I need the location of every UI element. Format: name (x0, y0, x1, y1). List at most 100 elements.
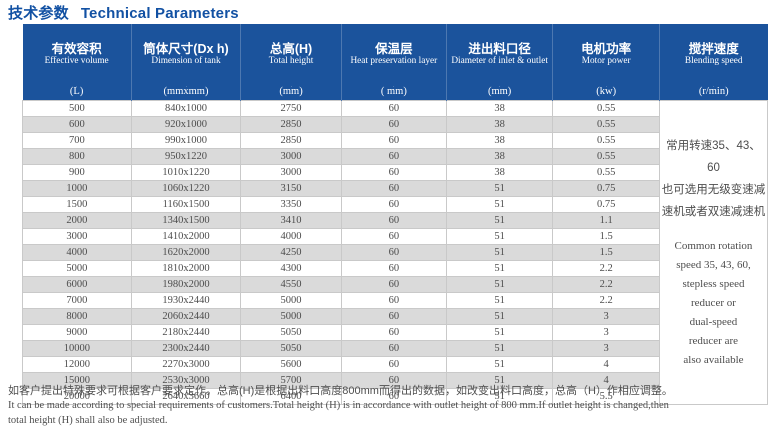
table-row: 600 920x1000 2850 60 38 0.55 (22, 116, 768, 133)
table-cell: 5050 (240, 324, 342, 341)
table-cell: 51 (445, 340, 554, 357)
col-header-unit: (L) (69, 86, 84, 97)
table-cell: 6400 (240, 388, 342, 405)
col-header-en: Total height (268, 56, 314, 66)
table-cell: 60 (340, 180, 447, 197)
table-cell: 3 (552, 308, 660, 325)
table-cell: 10000 (22, 340, 132, 357)
table-cell: 60 (340, 132, 447, 149)
table-header: 有效容积 Effective volume (L) 筒体尺寸(Dx h) Dimen… (22, 21, 768, 101)
table-row: 1500 1160x1500 3350 60 51 0.75 (22, 196, 768, 213)
col-header-effective-volume: 有效容积 Effective volume (L) (22, 21, 132, 101)
col-header-zh: 电机功率 (581, 42, 632, 56)
blending-speed-note-en: Common rotation speed 35, 43, 60, stepless… (674, 240, 753, 366)
table-cell: 3 (552, 324, 660, 341)
table-cell: 60 (340, 148, 447, 165)
page-title-zh: 技术参数 (8, 5, 69, 22)
table-cell: 6000 (22, 276, 132, 293)
table-cell: 3000 (240, 164, 342, 181)
col-header-en: Effective volume (44, 56, 109, 66)
table-cell: 1340x1500 (130, 212, 242, 229)
table-cell: 0.55 (552, 116, 660, 133)
table-cell: 60 (340, 164, 447, 181)
table-cell: 2270x3000 (130, 356, 242, 373)
col-header-unit: (r/min) (698, 86, 729, 97)
table-cell: 2850 (240, 132, 342, 149)
table-cell: 1980x2000 (130, 276, 242, 293)
table-body: 500 840x1000 2750 60 38 0.55 常用转速35、43、60 也可选用无… (22, 100, 769, 405)
table-cell: 4000 (22, 244, 132, 261)
table-cell: 38 (445, 100, 554, 117)
table-cell: 60 (340, 292, 447, 309)
table-row: 20000 2640x3660 6400 60 51 5.5 (22, 388, 768, 405)
table-cell: 2.2 (552, 260, 660, 277)
blending-speed-note-cell: 常用转速35、43、60 也可选用无级变速减 速机或者双速减速机 Common rot… (658, 100, 769, 405)
table-cell: 51 (445, 372, 554, 389)
table-cell: 900 (22, 164, 132, 181)
table-cell: 1810x2000 (130, 260, 242, 277)
table-row: 2000 1340x1500 3410 60 51 1.1 (22, 212, 768, 229)
col-header-zh: 筒体尺寸(Dx h) (143, 42, 229, 56)
blending-speed-note-zh: 常用转速35、43、60 也可选用无级变速减 速机或者双速减速机 (661, 140, 766, 218)
col-header-dimension-of-tank: 筒体尺寸(Dx h) Dimension of tank (mmxmm) (130, 21, 241, 101)
table-cell: 12000 (22, 356, 132, 373)
footnote-en-line2: total height (H) shall also be adjusted. (8, 414, 168, 426)
table-cell: 7000 (22, 292, 132, 309)
col-header-zh: 有效容积 (51, 42, 102, 56)
table-cell: 990x1000 (130, 132, 242, 149)
table-cell: 1.1 (552, 212, 660, 229)
table-cell: 800 (22, 148, 132, 165)
table-row: 9000 2180x2440 5050 60 51 3 (22, 324, 768, 341)
table-cell: 3 (552, 340, 660, 357)
table-cell: 5.5 (552, 388, 660, 405)
col-header-inlet-outlet-diameter: 进出料口径 Diameter of inlet & outlet (mm) (445, 21, 553, 101)
table-cell: 60 (340, 100, 447, 117)
table-cell: 0.55 (552, 164, 660, 181)
table-cell: 60 (340, 388, 447, 405)
table-row: 7000 1930x2440 5000 60 51 2.2 (22, 292, 768, 309)
table-row: 10000 2300x2440 5050 60 51 3 (22, 340, 768, 357)
table-cell: 2750 (240, 100, 342, 117)
footnote-en-line1: It can be made according to special requ… (8, 400, 669, 411)
table-cell: 4 (552, 372, 660, 389)
table-cell: 60 (340, 244, 447, 261)
table-row: 700 990x1000 2850 60 38 0.55 (22, 132, 768, 149)
col-header-en: Blending speed (684, 56, 743, 66)
table-row: 1000 1060x1220 3150 60 51 0.75 (22, 180, 768, 197)
table-cell: 1.5 (552, 228, 660, 245)
table-cell: 920x1000 (130, 116, 242, 133)
col-header-unit: ( mm) (380, 86, 407, 97)
col-header-unit: (mm) (279, 86, 303, 97)
col-header-en: Diameter of inlet & outlet (451, 56, 548, 66)
table-cell: 3000 (240, 148, 342, 165)
table-cell: 5000 (240, 308, 342, 325)
table-cell: 15000 (22, 372, 132, 389)
table-cell: 1060x1220 (130, 180, 242, 197)
table-cell: 3350 (240, 196, 342, 213)
table-cell: 60 (340, 356, 447, 373)
table-row: 4000 1620x2000 4250 60 51 1.5 (22, 244, 768, 261)
footnote-zh: 如客户提出特殊要求可根据客户要求定作。总高(H)是根据出料口高度800mm而得出… (8, 385, 673, 397)
col-header-en: Motor power (581, 56, 631, 66)
col-header-zh: 搅拌速度 (688, 42, 739, 56)
table-cell: 60 (340, 196, 447, 213)
table-cell: 9000 (22, 324, 132, 341)
table-cell: 2640x3660 (130, 388, 242, 405)
table-cell: 51 (445, 260, 554, 277)
table-cell: 1010x1220 (130, 164, 242, 181)
table-cell: 60 (340, 324, 447, 341)
table-cell: 2180x2440 (130, 324, 242, 341)
table-cell: 2850 (240, 116, 342, 133)
table-cell: 38 (445, 164, 554, 181)
table-cell: 51 (445, 228, 554, 245)
col-header-zh: 保温层 (375, 42, 413, 56)
table-cell: 51 (445, 180, 554, 197)
table-cell: 51 (445, 276, 554, 293)
table-cell: 1.5 (552, 244, 660, 261)
col-header-blending-speed: 搅拌速度 Blending speed (r/min) (658, 21, 768, 101)
table-cell: 0.55 (552, 148, 660, 165)
table-cell: 1930x2440 (130, 292, 242, 309)
table-cell: 1500 (22, 196, 132, 213)
table-row: 900 1010x1220 3000 60 38 0.55 (22, 164, 768, 181)
